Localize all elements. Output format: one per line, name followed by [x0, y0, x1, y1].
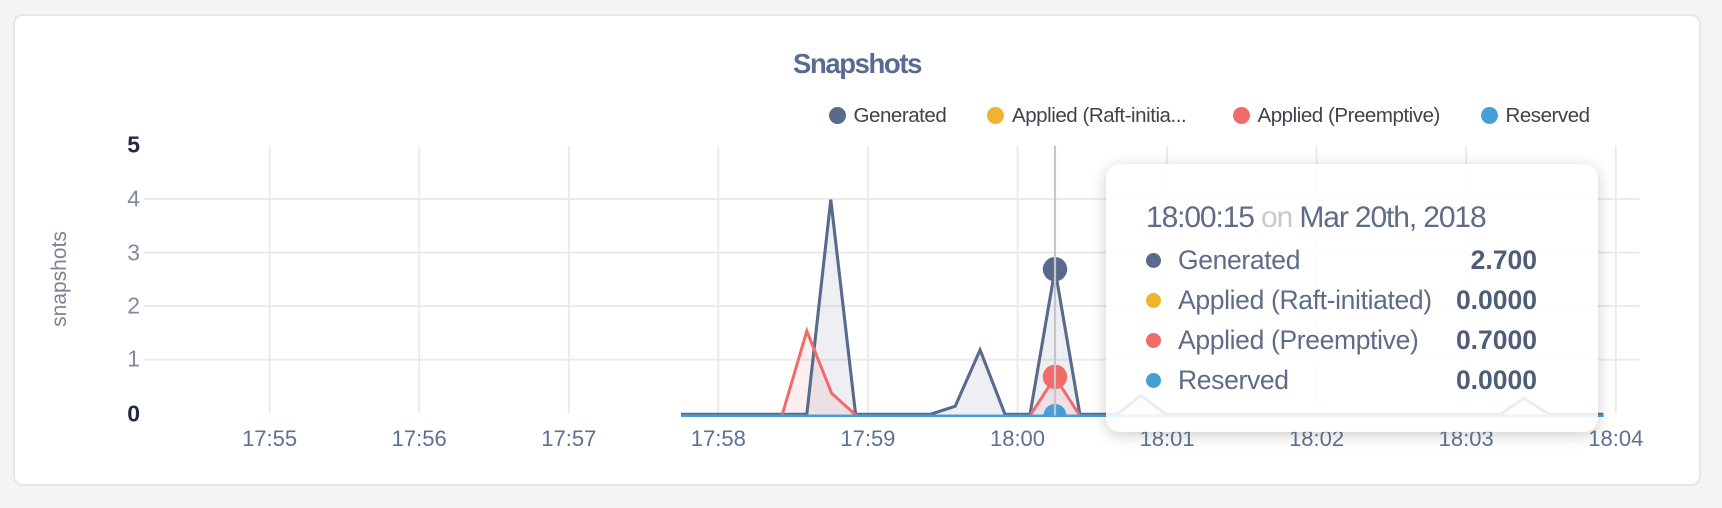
svg-text:17:58: 17:58: [691, 426, 746, 451]
svg-text:snapshots: snapshots: [48, 231, 71, 327]
svg-text:5: 5: [127, 132, 140, 158]
svg-text:17:57: 17:57: [541, 426, 596, 451]
svg-text:3: 3: [127, 239, 140, 265]
svg-text:18:00: 18:00: [990, 426, 1045, 451]
svg-text:17:55: 17:55: [242, 426, 297, 451]
svg-text:4: 4: [127, 186, 140, 212]
svg-text:17:56: 17:56: [392, 426, 447, 451]
svg-text:1: 1: [127, 346, 140, 372]
svg-text:0: 0: [127, 401, 140, 427]
svg-text:2: 2: [127, 293, 140, 319]
svg-text:18:04: 18:04: [1588, 426, 1643, 451]
svg-text:17:59: 17:59: [840, 426, 895, 451]
